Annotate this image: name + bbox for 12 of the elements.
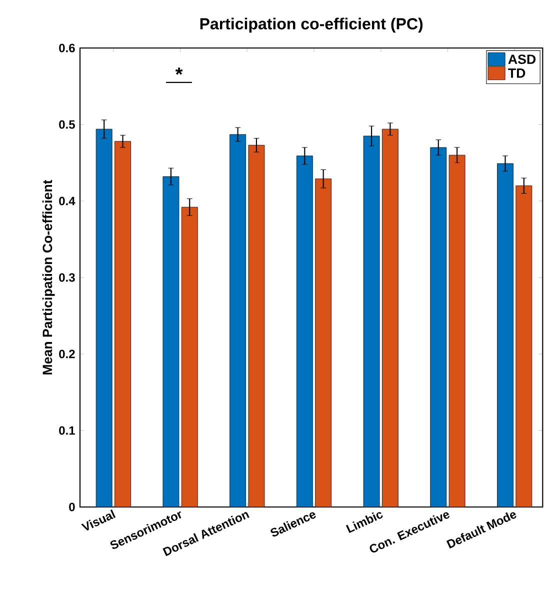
y-tick-label: 0.1 — [59, 426, 75, 435]
y-tick-label: 0 — [69, 502, 75, 512]
y-tick-label: 0.3 — [59, 273, 75, 282]
y-tick-label: 0.5 — [59, 120, 75, 129]
y-tick-label: 0.6 — [59, 44, 75, 52]
legend-label: TD — [508, 68, 526, 78]
y-axis-title: Mean Participation Co-efficient — [42, 180, 55, 374]
y-tick-label: 0.4 — [59, 196, 76, 206]
chart-title: Participation co-efficient (PC) — [200, 18, 423, 33]
y-tick-label: 0.2 — [59, 350, 75, 358]
legend-label: ASD — [508, 54, 536, 64]
annotation: * — [175, 68, 183, 75]
